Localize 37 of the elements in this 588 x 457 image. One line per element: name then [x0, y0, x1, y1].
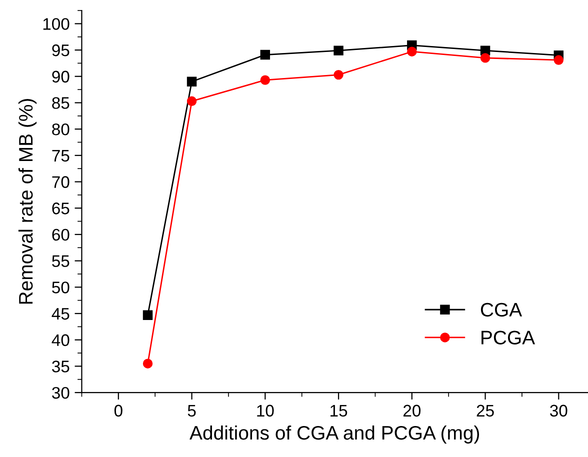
y-tick-label: 45	[52, 308, 70, 320]
point	[480, 53, 490, 63]
point	[334, 70, 344, 80]
legend-label: PCGA	[482, 330, 536, 344]
x-axis-title: Additions of CGA and PCGA (mg)	[190, 425, 480, 444]
point	[186, 96, 197, 106]
point	[186, 76, 197, 87]
x-tick-label: 10	[257, 404, 274, 417]
x-tick-label: 20	[403, 404, 421, 417]
x-tick-label: 15	[330, 404, 348, 417]
y-tick-label: 65	[52, 202, 70, 214]
x-tick-label: 0	[114, 404, 122, 417]
y-tick-label: 30	[52, 386, 70, 399]
y-tick-label: 55	[52, 255, 70, 268]
y-tick-label: 75	[52, 150, 70, 162]
point	[142, 310, 153, 320]
y-tick-label: 85	[52, 97, 70, 109]
point	[334, 46, 344, 56]
x-tick-label: 25	[476, 404, 494, 417]
y-tick-label: 35	[52, 360, 70, 372]
y-tick-label: 40	[52, 334, 70, 346]
y-tick-label: 90	[52, 70, 70, 83]
legend-label: CGA	[480, 302, 522, 317]
y-tick-label: 80	[52, 123, 70, 136]
y-tick-label: 60	[52, 228, 70, 241]
point	[260, 75, 270, 85]
x-tick-label: 5	[188, 404, 196, 417]
point	[554, 55, 564, 65]
y-tick-label: 50	[52, 282, 70, 294]
x-tick-label: 30	[550, 404, 568, 417]
point	[142, 358, 153, 368]
y-axis-title: Removal rate of MB (%)	[18, 99, 37, 304]
point	[407, 46, 417, 56]
y-tick-label: 70	[52, 176, 70, 188]
point	[260, 50, 270, 60]
y-tick-label: 100	[43, 18, 70, 30]
y-tick-label: 95	[52, 44, 70, 56]
